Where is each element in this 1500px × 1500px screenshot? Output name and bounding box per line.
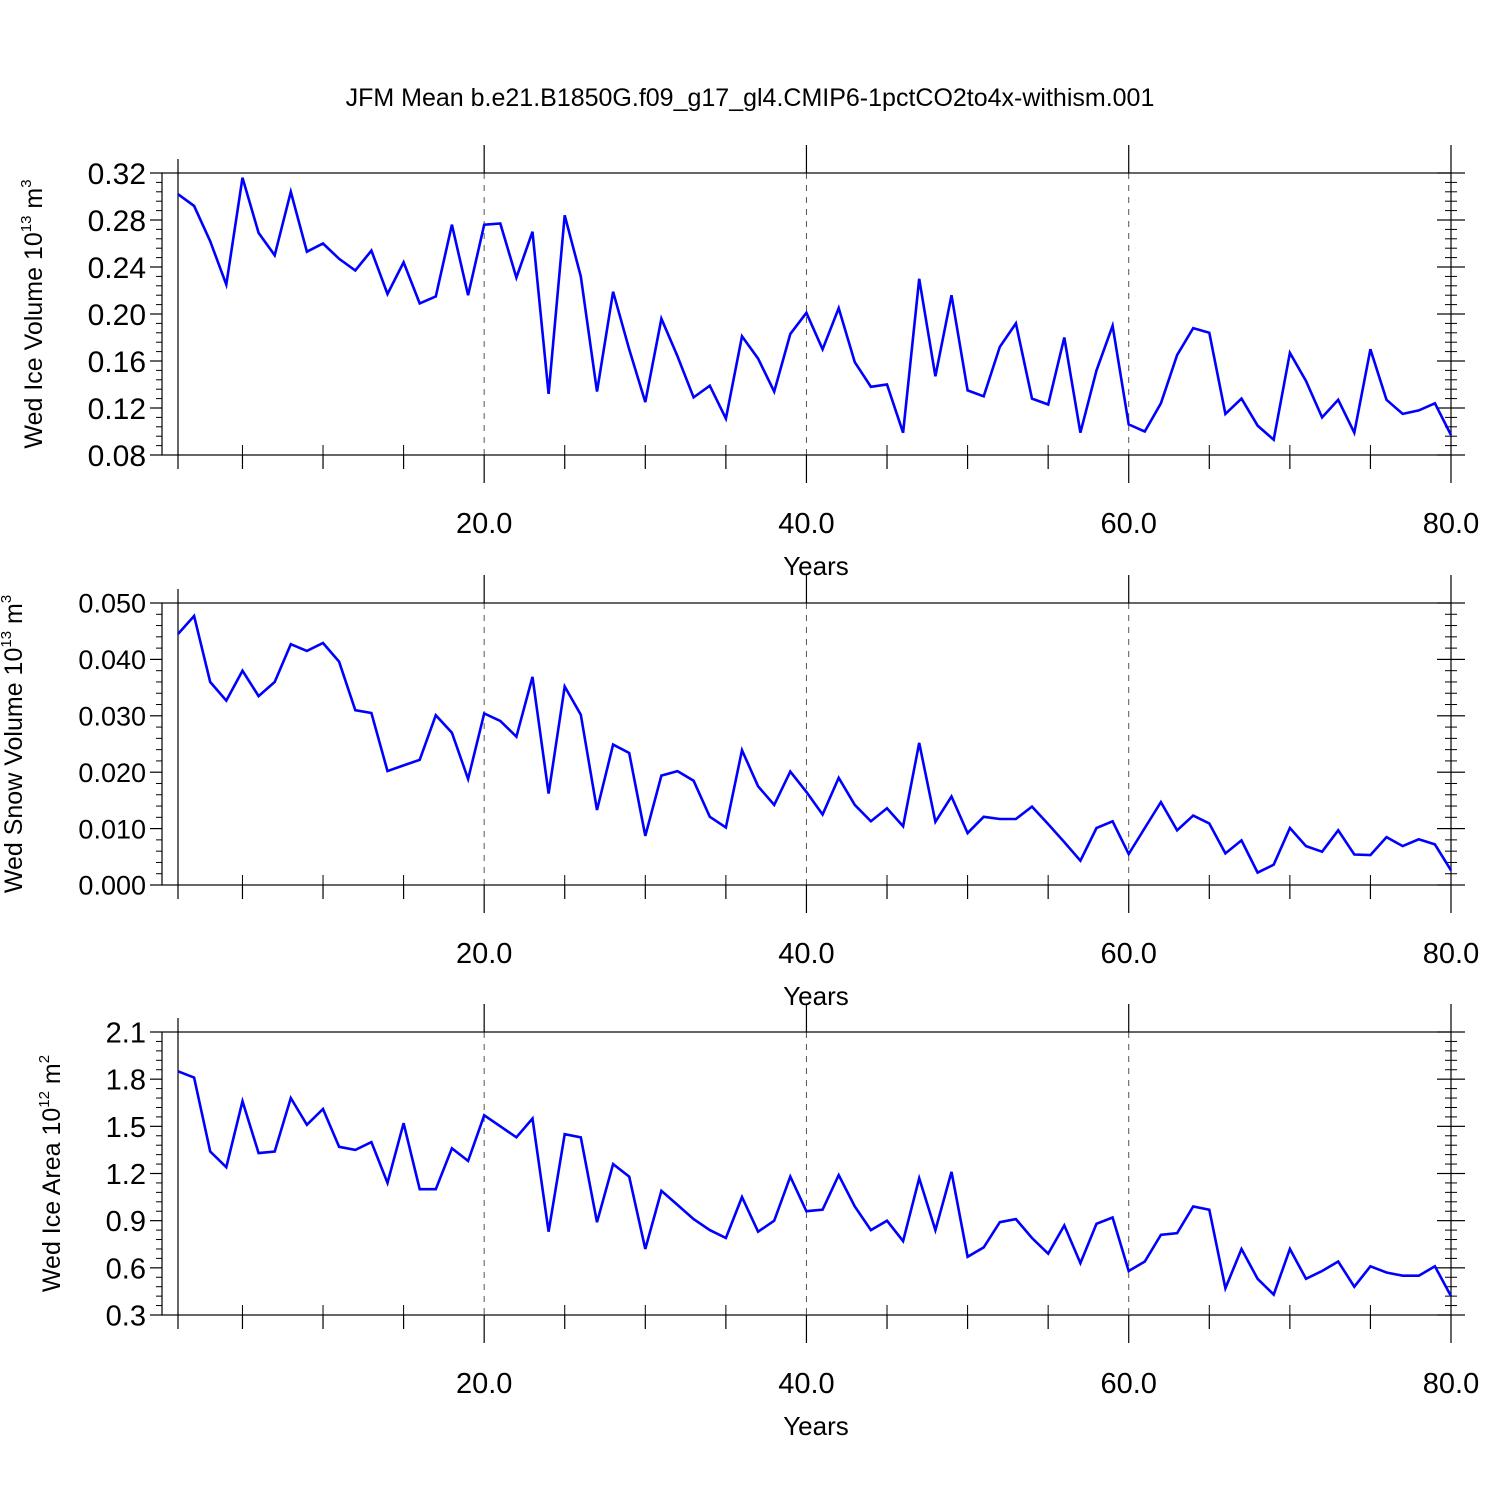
x-axis-label: Years [783,981,849,1011]
series-line [177,177,1453,443]
y-tick-label: 0.08 [88,440,146,473]
y-tick-label: 0.6 [106,1253,146,1285]
y-tick-label: 0.32 [88,158,146,191]
x-tick-label: 80.0 [1423,1368,1479,1400]
x-axis-label: Years [783,1411,849,1441]
y-tick-label: 0.000 [78,871,146,901]
x-tick-label: 40.0 [778,508,834,540]
x-tick-label: 40.0 [778,1368,834,1400]
y-tick-label: 0.20 [88,299,146,332]
y-axis-label: Wed Ice Area 1012 m2 [36,1055,66,1292]
y-tick-label: 0.28 [88,205,146,238]
y-tick-label: 0.24 [88,252,146,285]
y-tick-label: 0.030 [78,702,146,732]
x-tick-label: 60.0 [1100,508,1156,540]
x-tick-label: 80.0 [1423,938,1479,970]
plot-frame [161,602,1452,886]
chart-panel-3: 20.0 40.0 60.0 80.0 Years 0.3 0.6 0.9 1.2 1.5 1.8 2… [36,1004,1479,1441]
x-tick-label: 40.0 [778,938,834,970]
y-axis-label: Wed Ice Volume 1013 m3 [18,179,48,448]
x-tick-label: 80.0 [1423,508,1479,540]
y-tick-label: 1.2 [106,1159,146,1191]
y-tick-label: 0.010 [78,814,146,844]
y-tick-label: 0.16 [88,346,146,379]
chart-panel-2: 20.0 40.0 60.0 80.0 Years 0.000 0.010 0.020 0.03… [0,575,1479,1011]
x-axis-label: Years [783,551,849,581]
series-line [177,1070,1453,1297]
y-tick-label: 0.040 [78,645,146,675]
y-tick-label: 0.9 [106,1206,146,1238]
x-tick-label: 20.0 [456,938,512,970]
y-tick-label: 0.050 [78,589,146,619]
y-tick-label: 0.12 [88,393,146,426]
y-axis-label: Wed Snow Volume 1013 m3 [0,595,28,893]
y-tick-label: 1.8 [106,1065,146,1097]
x-tick-label: 20.0 [456,1368,512,1400]
y-tick-label: 1.5 [106,1112,146,1144]
y-tick-label: 2.1 [106,1017,146,1049]
y-tick-label: 0.020 [78,758,146,788]
chart-panel-1: 20.0 40.0 60.0 80.0 Years 0.08 0.12 0.16 0.20 0.2… [18,145,1479,581]
x-tick-label: 60.0 [1100,1368,1156,1400]
x-tick-label: 20.0 [456,508,512,540]
y-tick-label: 0.3 [106,1300,146,1332]
x-tick-label: 60.0 [1100,938,1156,970]
page-title: JFM Mean b.e21.B1850G.f09_g17_gl4.CMIP6-… [345,84,1155,112]
series-line [177,613,1453,875]
